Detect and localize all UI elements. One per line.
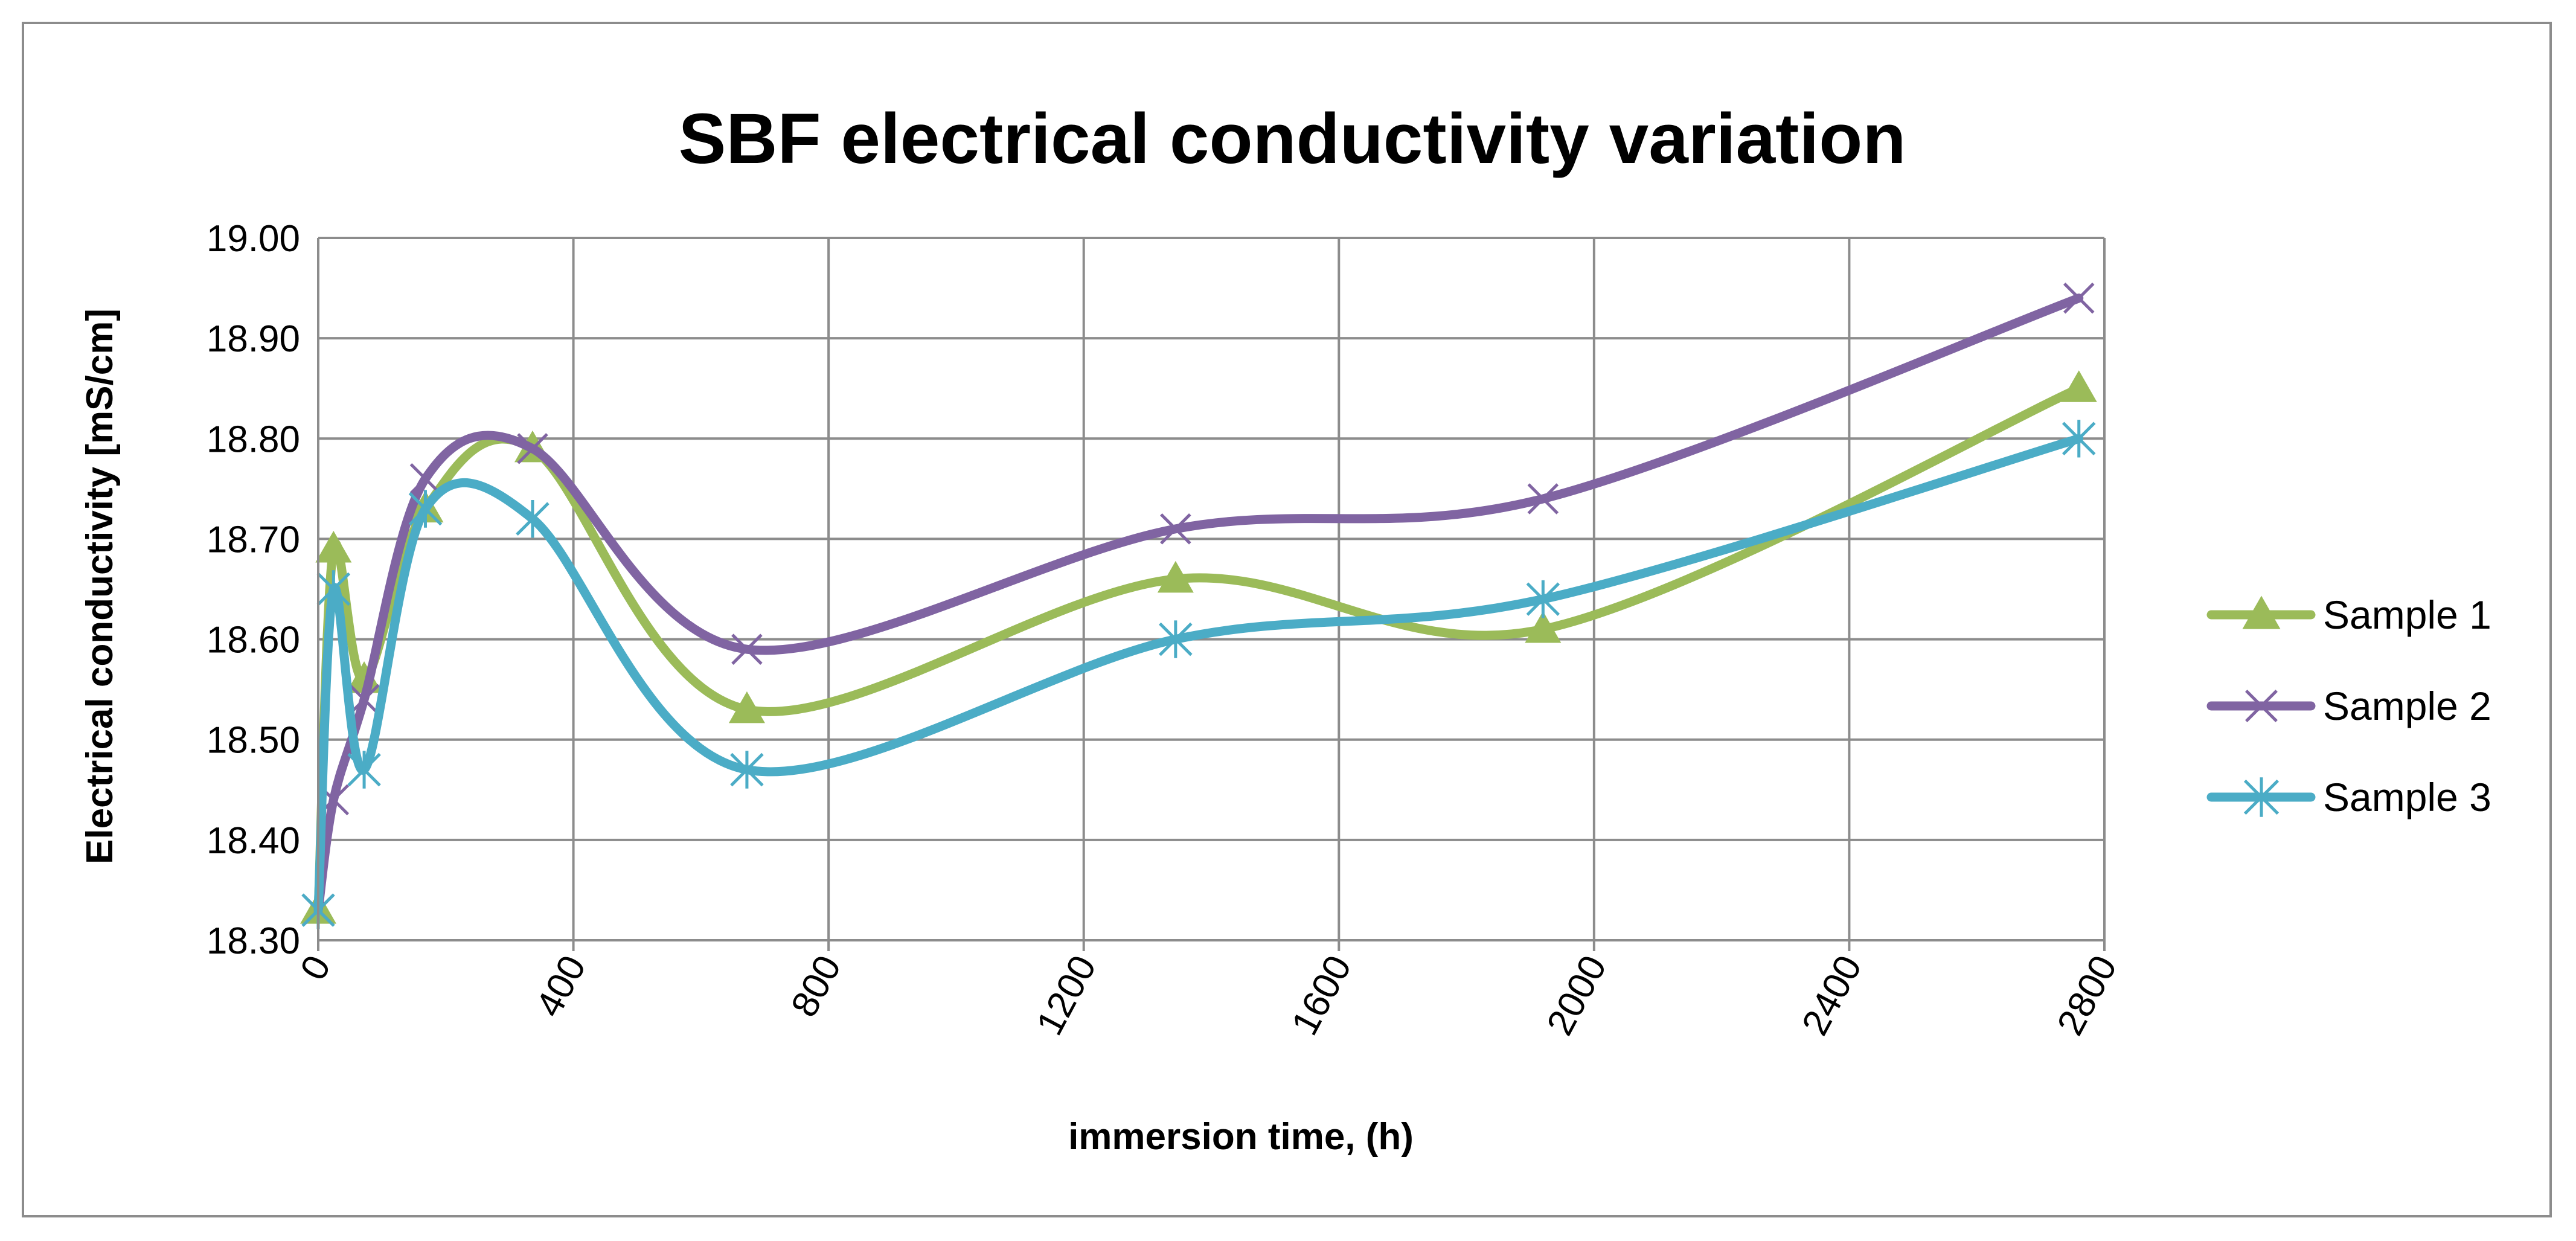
- series-line-sample-1: [313, 383, 2084, 915]
- x-tick-label: 1600: [1284, 949, 1360, 1042]
- data-point-sample-3: [1526, 580, 1560, 618]
- legend-label-sample-1: Sample 1: [2323, 592, 2491, 637]
- data-point-sample-3: [516, 500, 549, 538]
- legend-label-sample-3: Sample 3: [2323, 775, 2491, 819]
- data-point-sample-1: [1157, 560, 1194, 593]
- data-point-sample-3: [1159, 620, 1193, 658]
- data-point-sample-2: [409, 463, 441, 495]
- y-tick-label: 18.30: [207, 920, 300, 962]
- series-layer: [300, 282, 2097, 929]
- data-point-sample-1: [728, 691, 765, 723]
- data-point-sample-1: [315, 531, 352, 563]
- data-point-sample-2: [517, 433, 548, 464]
- series-line-sample-2: [313, 293, 2084, 915]
- x-tick-label: 800: [783, 949, 849, 1024]
- marker-stroke: [731, 633, 763, 665]
- y-axis-title: Electrical conductivity [mS/cm]: [79, 309, 121, 864]
- chart-frame: 18.30 18.40 18.50 18.60 18.70 18.80 18.90 19.00…: [22, 22, 2552, 1217]
- marker-stroke: [2063, 282, 2095, 314]
- data-point-sample-3: [347, 751, 381, 789]
- data-point-sample-2: [1160, 513, 1191, 545]
- data-point-sample-3: [408, 490, 443, 528]
- y-tick-label: 19.00: [207, 218, 300, 260]
- marker-stroke: [1160, 513, 1191, 545]
- data-point-sample-1: [346, 661, 383, 693]
- x-tick-label: 2800: [2049, 949, 2126, 1042]
- data-point-sample-3: [316, 570, 351, 608]
- x-tick-label: 2400: [1794, 949, 1870, 1042]
- y-tick-label: 18.50: [207, 720, 300, 762]
- x-tick-label: 1200: [1028, 949, 1104, 1042]
- y-tick-label: 18.40: [207, 820, 300, 862]
- marker-stroke: [1527, 483, 1559, 515]
- x-tick-label: 400: [528, 949, 594, 1024]
- data-point-sample-1: [2060, 370, 2097, 402]
- series-line-sample-3: [313, 434, 2084, 915]
- y-tick-label: 18.60: [207, 620, 300, 661]
- legend-marker-sample-2: [2245, 690, 2278, 722]
- x-axis-title: immersion time, (h): [1068, 1116, 1414, 1158]
- marker-stroke: [517, 433, 548, 464]
- data-point-sample-2: [2063, 282, 2095, 314]
- data-point-sample-2: [348, 684, 380, 716]
- data-point-sample-2: [1527, 483, 1559, 515]
- data-point-sample-1: [1525, 611, 1562, 643]
- data-point-sample-3: [730, 751, 764, 789]
- chart-title: SBF electrical conductivity variation: [679, 99, 1906, 179]
- data-point-sample-3: [2062, 420, 2096, 458]
- y-tick-label: 18.70: [207, 519, 300, 560]
- legend-label-sample-2: Sample 2: [2323, 684, 2491, 728]
- marker-stroke: [2245, 690, 2278, 722]
- y-tick-label: 18.90: [207, 318, 300, 360]
- legend-marker-sample-1: [2242, 595, 2281, 629]
- marker-stroke: [348, 684, 380, 716]
- legend-marker-sample-3: [2243, 777, 2280, 817]
- x-tick-label: 2000: [1539, 949, 1615, 1042]
- x-tick-label: 0: [292, 949, 339, 987]
- marker-stroke: [409, 463, 441, 495]
- y-tick-label: 18.80: [207, 418, 300, 460]
- legend: Sample 1 Sample 2 Sample 3: [2206, 592, 2491, 819]
- data-point-sample-2: [731, 633, 763, 665]
- chart-canvas: 18.30 18.40 18.50 18.60 18.70 18.80 18.90 19.00…: [79, 99, 2491, 1158]
